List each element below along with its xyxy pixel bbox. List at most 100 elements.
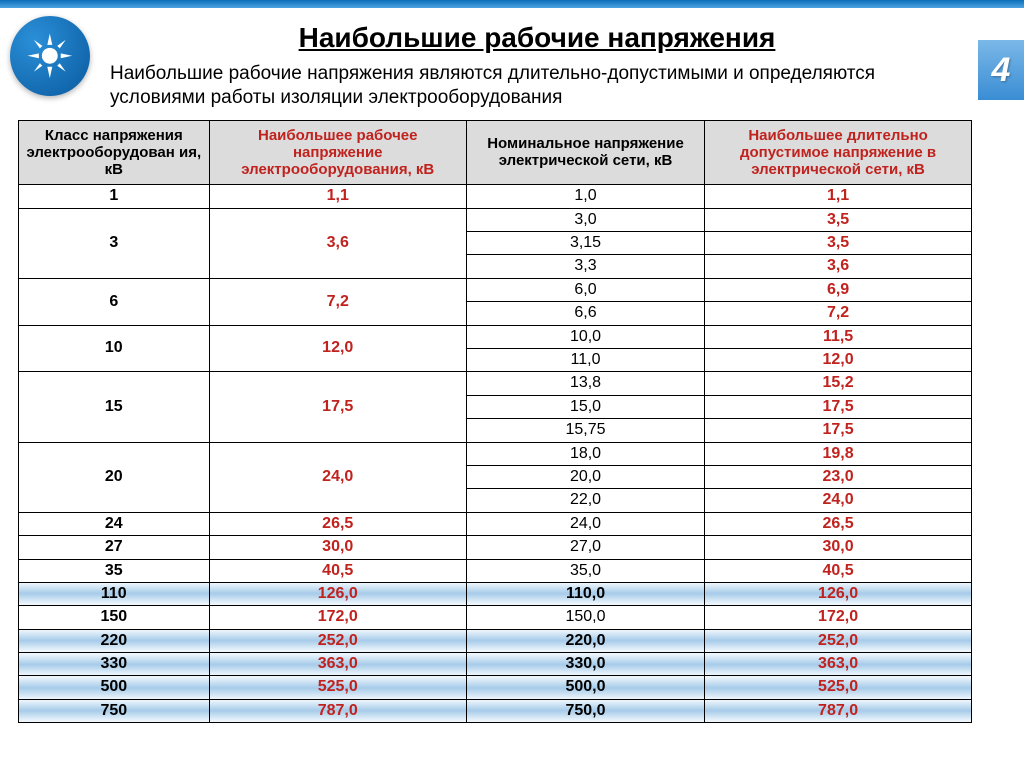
voltage-class-cell: 500 [19, 676, 210, 699]
nominal-voltage-cell: 15,0 [466, 395, 704, 418]
allowed-voltage-cell: 252,0 [705, 629, 972, 652]
nominal-voltage-cell: 150,0 [466, 606, 704, 629]
max-voltage-cell: 252,0 [209, 629, 466, 652]
max-voltage-cell: 1,1 [209, 185, 466, 208]
table-row: 1517,513,815,2 [19, 372, 972, 395]
nominal-voltage-cell: 24,0 [466, 512, 704, 535]
page-subtitle: Наибольшие рабочие напряжения являются д… [110, 62, 964, 110]
allowed-voltage-cell: 17,5 [705, 419, 972, 442]
allowed-voltage-cell: 40,5 [705, 559, 972, 582]
allowed-voltage-cell: 11,5 [705, 325, 972, 348]
table-header-row: Класс напряжения электрооборудован ия, к… [19, 120, 972, 185]
nominal-voltage-cell: 18,0 [466, 442, 704, 465]
allowed-voltage-cell: 6,9 [705, 278, 972, 301]
table-row: 67,26,06,9 [19, 278, 972, 301]
max-voltage-cell: 363,0 [209, 653, 466, 676]
voltage-class-cell: 3 [19, 208, 210, 278]
voltage-class-cell: 110 [19, 582, 210, 605]
nominal-voltage-cell: 11,0 [466, 348, 704, 371]
nominal-voltage-cell: 500,0 [466, 676, 704, 699]
nominal-voltage-cell: 3,3 [466, 255, 704, 278]
voltage-class-cell: 20 [19, 442, 210, 512]
table-row: 750787,0750,0787,0 [19, 699, 972, 722]
col-header-allow: Наибольшее длительно допустимое напряжен… [705, 120, 972, 185]
max-voltage-cell: 172,0 [209, 606, 466, 629]
max-voltage-cell: 24,0 [209, 442, 466, 512]
top-accent-bar [0, 0, 1024, 8]
nominal-voltage-cell: 3,15 [466, 232, 704, 255]
voltage-class-cell: 220 [19, 629, 210, 652]
table-row: 33,63,03,5 [19, 208, 972, 231]
page-number-value: 4 [992, 51, 1011, 90]
nominal-voltage-cell: 6,6 [466, 302, 704, 325]
allowed-voltage-cell: 172,0 [705, 606, 972, 629]
voltage-class-cell: 10 [19, 325, 210, 372]
allowed-voltage-cell: 24,0 [705, 489, 972, 512]
allowed-voltage-cell: 3,6 [705, 255, 972, 278]
company-logo [10, 16, 90, 96]
nominal-voltage-cell: 20,0 [466, 465, 704, 488]
allowed-voltage-cell: 30,0 [705, 536, 972, 559]
nominal-voltage-cell: 330,0 [466, 653, 704, 676]
allowed-voltage-cell: 363,0 [705, 653, 972, 676]
table-row: 110126,0110,0126,0 [19, 582, 972, 605]
col-header-nominal: Номинальное напряжение электрической сет… [466, 120, 704, 185]
page-title: Наибольшие рабочие напряжения [110, 22, 964, 54]
max-voltage-cell: 126,0 [209, 582, 466, 605]
logo-sun-icon [25, 31, 75, 81]
max-voltage-cell: 17,5 [209, 372, 466, 442]
allowed-voltage-cell: 525,0 [705, 676, 972, 699]
voltage-class-cell: 6 [19, 278, 210, 325]
nominal-voltage-cell: 3,0 [466, 208, 704, 231]
voltage-class-cell: 35 [19, 559, 210, 582]
allowed-voltage-cell: 7,2 [705, 302, 972, 325]
max-voltage-cell: 787,0 [209, 699, 466, 722]
nominal-voltage-cell: 22,0 [466, 489, 704, 512]
nominal-voltage-cell: 220,0 [466, 629, 704, 652]
table-row: 11,11,01,1 [19, 185, 972, 208]
nominal-voltage-cell: 15,75 [466, 419, 704, 442]
allowed-voltage-cell: 23,0 [705, 465, 972, 488]
voltage-class-cell: 15 [19, 372, 210, 442]
max-voltage-cell: 26,5 [209, 512, 466, 535]
nominal-voltage-cell: 750,0 [466, 699, 704, 722]
table-row: 150172,0150,0172,0 [19, 606, 972, 629]
voltage-class-cell: 24 [19, 512, 210, 535]
max-voltage-cell: 12,0 [209, 325, 466, 372]
allowed-voltage-cell: 17,5 [705, 395, 972, 418]
nominal-voltage-cell: 1,0 [466, 185, 704, 208]
table-row: 2024,018,019,8 [19, 442, 972, 465]
voltage-class-cell: 330 [19, 653, 210, 676]
allowed-voltage-cell: 15,2 [705, 372, 972, 395]
table-row: 2730,027,030,0 [19, 536, 972, 559]
allowed-voltage-cell: 787,0 [705, 699, 972, 722]
allowed-voltage-cell: 12,0 [705, 348, 972, 371]
table-row: 3540,535,040,5 [19, 559, 972, 582]
max-voltage-cell: 7,2 [209, 278, 466, 325]
allowed-voltage-cell: 1,1 [705, 185, 972, 208]
nominal-voltage-cell: 110,0 [466, 582, 704, 605]
voltage-class-cell: 750 [19, 699, 210, 722]
page-number-badge: 4 [978, 40, 1024, 100]
voltage-class-cell: 150 [19, 606, 210, 629]
voltage-class-cell: 27 [19, 536, 210, 559]
max-voltage-cell: 525,0 [209, 676, 466, 699]
voltage-class-cell: 1 [19, 185, 210, 208]
nominal-voltage-cell: 13,8 [466, 372, 704, 395]
nominal-voltage-cell: 10,0 [466, 325, 704, 348]
nominal-voltage-cell: 6,0 [466, 278, 704, 301]
voltage-table: Класс напряжения электрооборудован ия, к… [18, 120, 972, 724]
table-row: 1012,010,011,5 [19, 325, 972, 348]
max-voltage-cell: 40,5 [209, 559, 466, 582]
allowed-voltage-cell: 3,5 [705, 208, 972, 231]
allowed-voltage-cell: 126,0 [705, 582, 972, 605]
table-row: 220252,0220,0252,0 [19, 629, 972, 652]
nominal-voltage-cell: 27,0 [466, 536, 704, 559]
nominal-voltage-cell: 35,0 [466, 559, 704, 582]
allowed-voltage-cell: 19,8 [705, 442, 972, 465]
allowed-voltage-cell: 26,5 [705, 512, 972, 535]
allowed-voltage-cell: 3,5 [705, 232, 972, 255]
max-voltage-cell: 30,0 [209, 536, 466, 559]
col-header-class: Класс напряжения электрооборудован ия, к… [19, 120, 210, 185]
max-voltage-cell: 3,6 [209, 208, 466, 278]
